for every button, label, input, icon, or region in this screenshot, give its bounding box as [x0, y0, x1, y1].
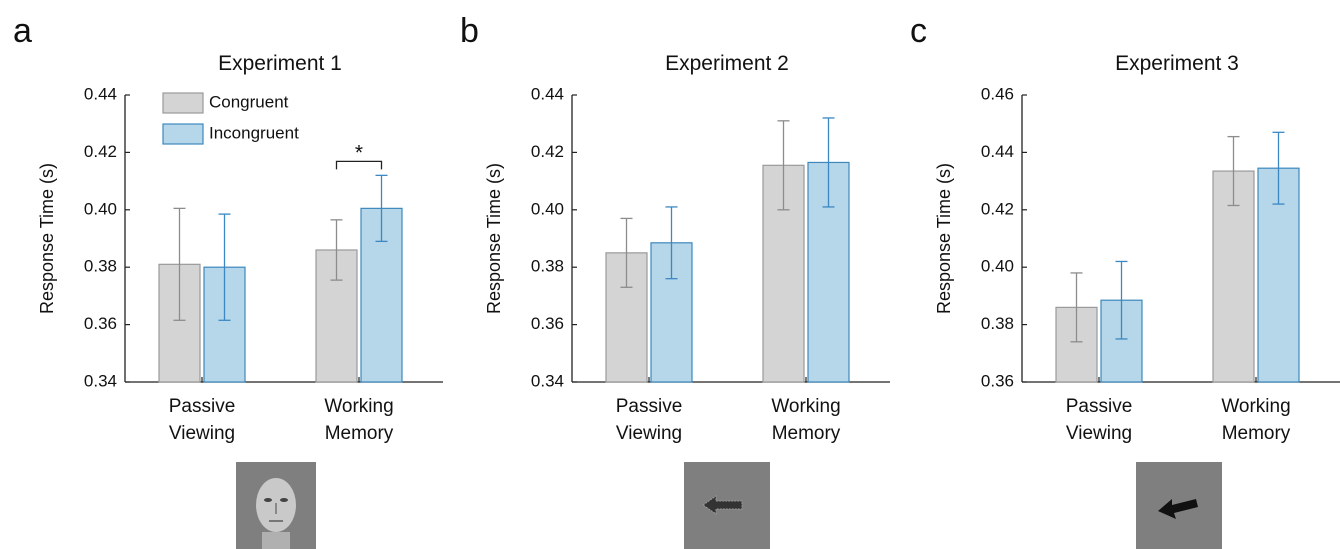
y-tick-label: 0.42 — [531, 142, 564, 161]
significance-marker: * — [355, 141, 363, 164]
y-tick-label: 0.36 — [981, 371, 1014, 390]
y-tick-label: 0.38 — [981, 314, 1014, 333]
legend-swatch — [163, 93, 203, 113]
y-tick-label: 0.38 — [531, 257, 564, 276]
y-tick-label: 0.44 — [84, 84, 117, 103]
y-tick-label: 0.44 — [981, 142, 1014, 161]
panel-label: c — [910, 12, 927, 50]
y-tick-label: 0.44 — [531, 84, 564, 103]
y-tick-label: 0.46 — [981, 84, 1014, 103]
y-tick-label: 0.42 — [84, 142, 117, 161]
y-tick-label: 0.42 — [981, 199, 1014, 218]
face-stimulus — [236, 462, 316, 549]
panel-label: a — [13, 12, 32, 50]
y-axis-label: Response Time (s) — [484, 163, 504, 314]
y-tick-label: 0.40 — [84, 199, 117, 218]
y-tick-label: 0.34 — [84, 371, 117, 390]
figure: a Experiment 1 Response Time (s) 0.34 0.36 0.… — [0, 0, 1340, 549]
y-tick-label: 0.36 — [84, 314, 117, 333]
chart-title: Experiment 3 — [1115, 52, 1239, 75]
chart-title: Experiment 2 — [665, 52, 789, 75]
y-tick-label: 0.38 — [84, 257, 117, 276]
legend-label: Congruent — [209, 92, 289, 111]
arrow-stimulus — [1136, 462, 1222, 549]
chart-title: Experiment 1 — [218, 52, 342, 75]
y-tick-label: 0.34 — [531, 371, 564, 390]
y-axis-label: Response Time (s) — [934, 163, 954, 314]
legend-label: Incongruent — [209, 123, 299, 142]
y-tick-label: 0.40 — [531, 199, 564, 218]
y-axis-label: Response Time (s) — [37, 163, 57, 314]
panel-label: b — [460, 12, 479, 50]
arrow-stimulus — [684, 462, 770, 549]
y-tick-label: 0.40 — [981, 257, 1014, 276]
y-tick-label: 0.36 — [531, 314, 564, 333]
legend-swatch — [163, 124, 203, 144]
